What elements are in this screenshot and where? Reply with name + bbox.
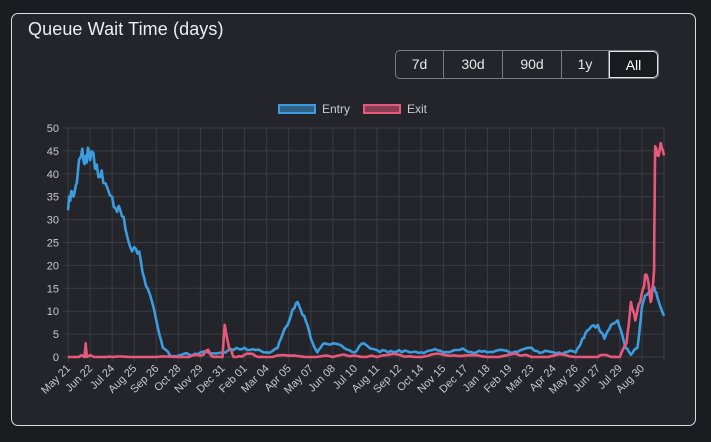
legend-entry-label: Entry [322,102,351,116]
y-tick-label: 20 [47,260,59,272]
y-tick-label: 5 [53,329,59,341]
exit-swatch-icon [363,104,401,114]
range-1y-button[interactable]: 1y [562,51,609,78]
range-90d-button[interactable]: 90d [503,51,562,78]
time-range-selector: 7d 30d 90d 1y All [395,50,659,79]
y-tick-label: 0 [53,352,59,364]
grid [63,127,665,362]
range-30d-button[interactable]: 30d [444,51,503,78]
y-tick-label: 15 [47,283,59,295]
entry-swatch-icon [278,104,316,114]
y-tick-label: 50 [47,123,59,135]
range-7d-button[interactable]: 7d [396,51,444,78]
legend-exit-label: Exit [407,102,428,116]
series-line-entry [66,146,666,359]
y-tick-label: 40 [47,169,59,181]
y-axis: 0 5 10 15 20 25 30 35 40 45 50 [47,123,59,364]
y-tick-label: 45 [47,146,59,158]
chart-title: Queue Wait Time (days) [28,19,224,39]
y-tick-label: 10 [47,306,59,318]
legend-entry[interactable]: Entry [278,102,350,116]
range-all-button[interactable]: All [609,51,658,78]
chart-legend: Entry Exit [0,90,711,116]
series [66,141,666,359]
series-line-exit [68,141,666,359]
legend-exit[interactable]: Exit [363,102,427,116]
y-tick-label: 25 [47,238,59,250]
y-tick-label: 35 [47,192,59,204]
y-tick-label: 30 [47,215,59,227]
